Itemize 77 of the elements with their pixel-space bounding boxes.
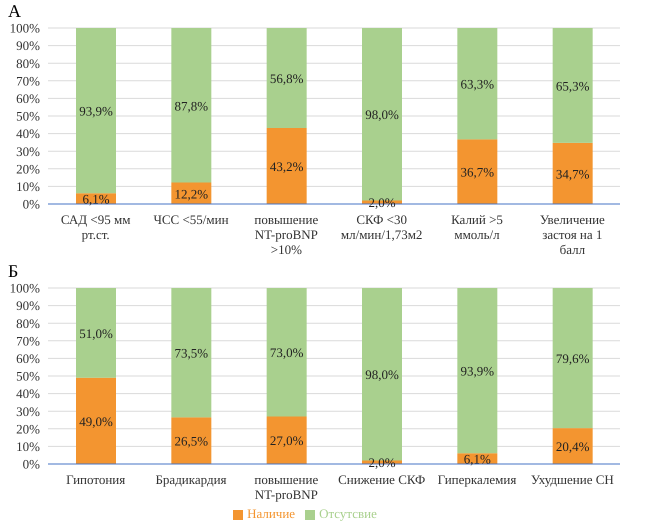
bar <box>457 288 498 454</box>
x-tick-label: Калий >5 ммоль/л <box>451 212 503 242</box>
y-tick-label: 90% <box>16 298 40 314</box>
y-tick-label: 30% <box>16 144 40 159</box>
legend-label: Отсутсвие <box>319 506 377 521</box>
data-label: 79,6% <box>556 351 590 366</box>
data-label: 63,3% <box>460 76 494 92</box>
x-tick-label: Брадикардия <box>155 472 227 487</box>
bar <box>171 417 212 464</box>
chart-title: Б <box>7 260 20 282</box>
bar <box>552 288 593 428</box>
y-tick-label: 20% <box>16 421 40 436</box>
y-tick-label: 30% <box>16 404 40 419</box>
data-label: 26,5% <box>174 434 208 449</box>
x-tick-label: Гипотония <box>66 472 126 487</box>
y-tick-label: 60% <box>16 91 40 106</box>
legend-label: Наличие <box>247 506 296 521</box>
y-tick-label: 80% <box>16 56 40 71</box>
y-tick-label: 10% <box>16 439 40 454</box>
data-label: 12,2% <box>174 186 208 202</box>
data-label: 93,9% <box>79 104 113 119</box>
y-tick-label: 0% <box>22 456 40 472</box>
y-tick-label: 70% <box>16 73 40 88</box>
bar <box>266 288 307 416</box>
y-tick-label: 40% <box>16 126 40 142</box>
y-tick-label: 10% <box>16 179 40 194</box>
bar <box>171 288 212 418</box>
y-tick-label: 0% <box>22 196 40 212</box>
data-label: 43,2% <box>270 158 304 174</box>
y-tick-label: 50% <box>16 368 40 384</box>
y-tick-label: 100% <box>10 20 40 36</box>
bar <box>76 378 116 464</box>
data-label: 73,5% <box>174 346 208 361</box>
x-tick-label: Снижение СКФ <box>338 472 426 487</box>
x-tick-label: повышение NT-proBNP >10% <box>254 212 318 257</box>
bar <box>552 428 593 464</box>
y-tick-label: 90% <box>16 38 40 54</box>
bar <box>171 28 212 183</box>
data-label: 27,0% <box>270 433 304 448</box>
data-label: 87,8% <box>174 98 208 114</box>
y-tick-label: 50% <box>16 108 40 124</box>
data-label: 51,0% <box>79 326 113 341</box>
data-label: 93,9% <box>460 364 494 379</box>
data-label: 34,7% <box>556 166 590 182</box>
y-tick-label: 60% <box>16 351 40 366</box>
bar <box>457 28 498 140</box>
data-label: 6,1% <box>82 192 110 207</box>
data-label: 73,0% <box>270 345 304 360</box>
x-tick-label: Гиперкалемия <box>438 472 516 487</box>
chart-title: А <box>7 0 22 22</box>
bar <box>266 416 307 464</box>
data-label: 6,1% <box>464 452 492 467</box>
bar <box>266 28 307 128</box>
x-tick-label: Увеличение застоя на 1 балл <box>540 212 606 257</box>
x-tick-label: САД <95 мм рт.ст. <box>60 212 130 242</box>
bar <box>457 139 498 204</box>
y-tick-label: 80% <box>16 316 40 331</box>
data-label: 98,0% <box>365 367 399 382</box>
x-tick-label: СКФ <30 мл/мин/1,73м2 <box>340 212 422 242</box>
y-tick-label: 20% <box>16 161 40 176</box>
bar <box>552 142 593 204</box>
x-tick-label: Ухудшение СН <box>530 472 614 487</box>
bar <box>76 288 116 378</box>
bar <box>266 128 307 204</box>
data-label: 49,0% <box>79 414 113 429</box>
bar <box>552 28 593 143</box>
x-tick-label: повышение NT-proBNP <box>254 472 318 502</box>
x-tick-label: ЧСС <55/мин <box>153 212 229 227</box>
data-label: 56,8% <box>270 70 304 86</box>
data-label: 20,4% <box>556 439 590 454</box>
data-label: 65,3% <box>556 78 590 94</box>
y-tick-label: 70% <box>16 333 40 348</box>
bar <box>76 28 116 194</box>
y-tick-label: 40% <box>16 386 40 402</box>
y-tick-label: 100% <box>10 280 40 296</box>
data-label: 98,0% <box>365 107 399 122</box>
data-label: 36,7% <box>460 164 494 180</box>
